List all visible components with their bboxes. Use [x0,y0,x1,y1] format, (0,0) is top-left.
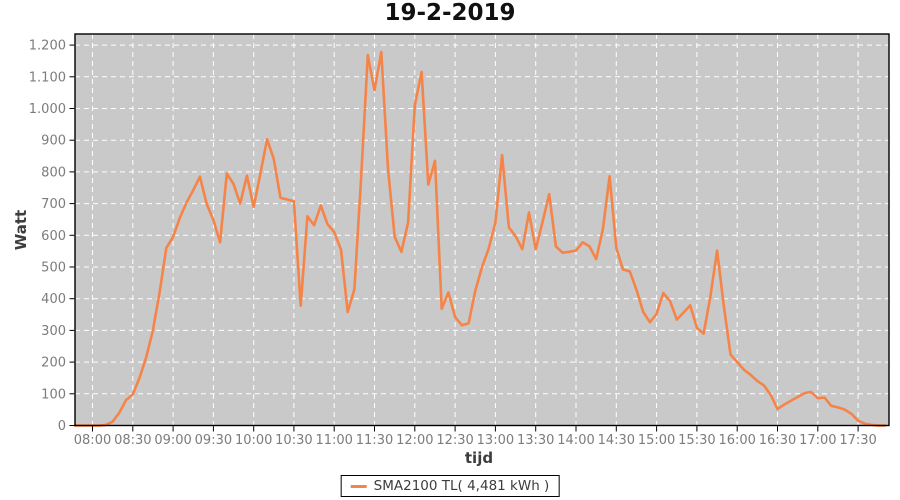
y-tick-label: 200 [41,356,66,371]
x-tick-label: 13:30 [517,433,554,448]
x-tick-label: 11:30 [356,433,393,448]
x-tick-label: 15:00 [638,433,675,448]
y-tick-label: 700 [41,197,66,212]
y-tick-label: 500 [41,261,66,276]
y-tick-label: 1.200 [29,39,66,54]
x-tick-label: 17:30 [839,433,876,448]
series-line [73,50,887,427]
x-tick-label: 16:00 [718,433,755,448]
x-tick-label: 10:30 [275,433,312,448]
x-axis-title: tijd [465,449,493,467]
y-axis-title: Watt [12,210,30,250]
x-tick-label: 11:00 [315,433,352,448]
x-tick-label: 12:00 [396,433,433,448]
x-tick-label: 14:30 [598,433,635,448]
line-chart-canvas: 08:00 08:30 09:00 09:30 10:00 10:30 11:00 11:30… [12,33,890,467]
x-tick-label: 14:00 [557,433,594,448]
y-tick-label: 300 [41,324,66,339]
x-tick-label: 16:30 [759,433,796,448]
y-tick-label: 400 [41,292,66,307]
legend-series-label: SMA2100 TL( 4,481 kWh ) [373,478,550,494]
y-tick-label: 800 [41,165,66,180]
y-tick-label: 1.100 [29,70,66,85]
x-tick-label: 10:00 [235,433,272,448]
y-tick-label: 0 [58,419,66,434]
x-tick-label: 09:30 [195,433,232,448]
x-tick-label: 15:30 [678,433,715,448]
legend: SMA2100 TL( 4,481 kWh ) [340,475,560,497]
y-tick-label: 1.000 [29,102,66,117]
x-tick-label: 08:00 [74,433,111,448]
x-tick-label: 17:00 [799,433,836,448]
plot-background [75,34,889,426]
legend-line-swatch [350,484,367,488]
y-tick-label: 600 [41,229,66,244]
y-tick-label: 900 [41,134,66,149]
plot-border [74,33,890,427]
x-tick-label: 08:30 [114,433,151,448]
chart-title: 19-2-2019 [384,0,516,26]
x-tick-label: 12:30 [436,433,473,448]
x-tick-label: 13:00 [477,433,514,448]
y-tick-label: 100 [41,387,66,402]
x-tick-label: 09:00 [154,433,191,448]
